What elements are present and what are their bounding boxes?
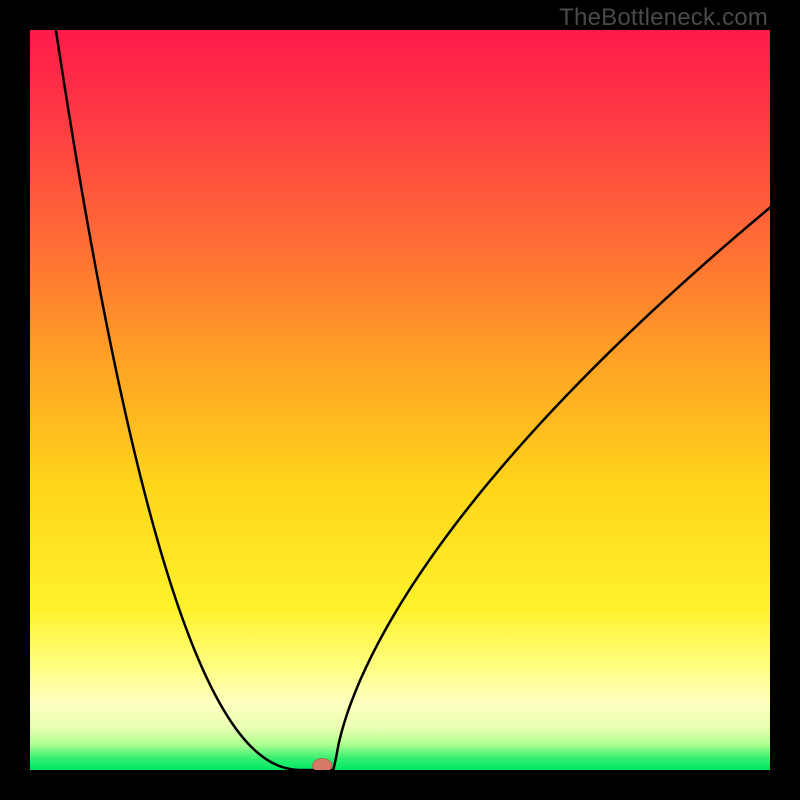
watermark-text: TheBottleneck.com — [559, 4, 768, 32]
optimum-marker — [313, 759, 332, 770]
chart-frame: TheBottleneck.com — [0, 0, 800, 800]
gradient-background — [30, 30, 770, 770]
plot-area — [30, 30, 770, 770]
bottleneck-chart — [30, 30, 770, 770]
